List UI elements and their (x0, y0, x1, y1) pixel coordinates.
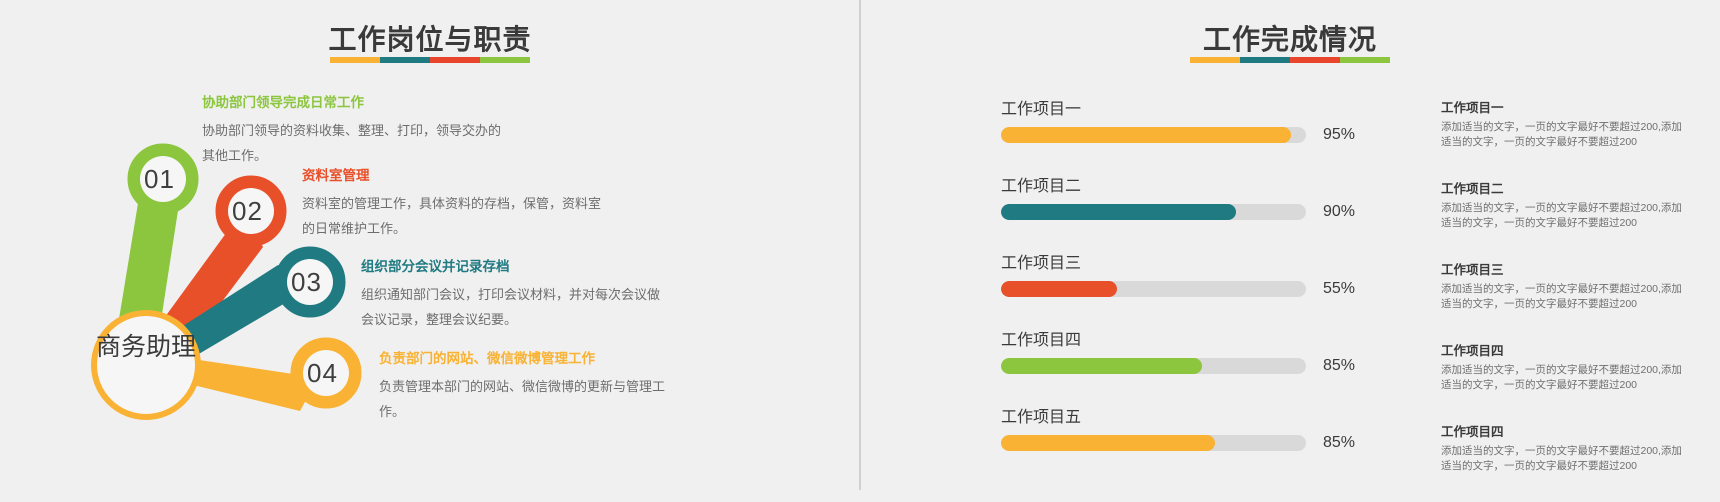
title-bar-seg-2 (380, 57, 430, 63)
description-body: 添加适当的文字，一页的文字最好不要超过200,添加适当的文字，一页的文字最好不要… (1441, 364, 1682, 391)
item-3-body: 组织通知部门会议，打印会议材料，并对每次会议做会议记录，整理会议纪要。 (361, 287, 661, 327)
description-heading: 工作项目四 (1441, 425, 1504, 439)
description-body: 添加适当的文字，一页的文字最好不要超过200,添加适当的文字，一页的文字最好不要… (1441, 445, 1682, 472)
description-heading: 工作项目三 (1441, 263, 1504, 277)
responsibility-item-2: 资料室管理 资料室的管理工作，具体资料的存档，保管，资料室的日常维护工作。 (302, 164, 602, 241)
description-row: 工作项目四 添加适当的文字，一页的文字最好不要超过200,添加适当的文字，一页的… (1441, 340, 1691, 393)
progress-percent: 55% (1323, 280, 1356, 297)
progress-row: 工作项目四 85% (1001, 326, 1381, 375)
left-title-underline (0, 57, 860, 63)
progress-label: 工作项目三 (1001, 255, 1082, 272)
responsibility-item-4: 负责部门的网站、微信微博管理工作 负责管理本部门的网站、微信微博的更新与管理工作… (379, 347, 679, 424)
description-body: 添加适当的文字，一页的文字最好不要超过200,添加适当的文字，一页的文字最好不要… (1441, 283, 1682, 310)
title-bar-seg-1 (330, 57, 380, 63)
responsibility-item-1: 协助部门领导完成日常工作 协助部门领导的资料收集、整理、打印，领导交办的其他工作… (202, 91, 502, 168)
progress-fill (1001, 358, 1203, 374)
progress-label: 工作项目五 (1001, 409, 1082, 426)
description-heading: 工作项目二 (1441, 182, 1504, 196)
description-heading: 工作项目四 (1441, 344, 1504, 358)
progress-percent: 90% (1323, 203, 1356, 220)
progress-bar-list: 工作项目一 95% 工作项目二 90% 工作项目三 (1001, 95, 1381, 480)
title-bar-seg-1 (1190, 57, 1240, 63)
progress-row: 工作项目三 55% (1001, 249, 1381, 298)
node-number-04[interactable]: 04 (307, 358, 338, 388)
node-number-03[interactable]: 03 (291, 267, 322, 297)
description-row: 工作项目三 添加适当的文字，一页的文字最好不要超过200,添加适当的文字，一页的… (1441, 259, 1691, 312)
left-panel-title: 工作岗位与职责 (328, 24, 532, 55)
responsibility-item-3: 组织部分会议并记录存档 组织通知部门会议，打印会议材料，并对每次会议做会议记录，… (361, 255, 661, 332)
title-bar-seg-4 (480, 57, 530, 63)
right-title-underline (860, 57, 1720, 63)
item-4-heading: 负责部门的网站、微信微博管理工作 (379, 351, 595, 366)
progress-label: 工作项目四 (1001, 332, 1082, 349)
center-node-label: 商务助理 (95, 333, 196, 361)
description-row: 工作项目一 添加适当的文字，一页的文字最好不要超过200,添加适当的文字，一页的… (1441, 97, 1691, 150)
right-panel: 工作完成情况 (860, 0, 1720, 490)
progress-percent: 85% (1323, 357, 1356, 374)
title-bar-seg-4 (1340, 57, 1390, 63)
diagram-shapes (91, 143, 362, 420)
progress-label: 工作项目二 (1001, 178, 1082, 195)
progress-label: 工作项目一 (1001, 101, 1082, 118)
description-body: 添加适当的文字，一页的文字最好不要超过200,添加适当的文字，一页的文字最好不要… (1441, 202, 1682, 229)
center-circle (91, 310, 201, 420)
progress-fill (1001, 204, 1236, 220)
panel-divider (859, 0, 861, 490)
progress-fill (1001, 435, 1215, 451)
item-3-heading: 组织部分会议并记录存档 (361, 259, 510, 274)
description-row: 工作项目四 添加适当的文字，一页的文字最好不要超过200,添加适当的文字，一页的… (1441, 421, 1691, 474)
progress-row: 工作项目五 85% (1001, 403, 1381, 452)
progress-fill (1001, 281, 1117, 297)
description-body: 添加适当的文字，一页的文字最好不要超过200,添加适当的文字，一页的文字最好不要… (1441, 121, 1682, 148)
title-bar-seg-3 (1290, 57, 1340, 63)
lobe-01 (118, 143, 199, 327)
progress-track[interactable] (1001, 358, 1306, 374)
progress-percent: 95% (1323, 126, 1356, 143)
progress-fill (1001, 127, 1291, 143)
node-number-01[interactable]: 01 (144, 164, 175, 194)
left-panel: 工作岗位与职责 (0, 0, 860, 490)
responsibility-diagram: 01 02 03 04 商务助理 协助部门领导完成日常工作 协助部门领导的资料收… (0, 75, 860, 490)
item-4-body: 负责管理本部门的网站、微信微博的更新与管理工作。 (379, 379, 666, 419)
title-bar-seg-2 (1240, 57, 1290, 63)
node-number-02[interactable]: 02 (232, 196, 263, 226)
progress-percent: 85% (1323, 434, 1356, 451)
item-1-heading: 协助部门领导完成日常工作 (202, 95, 364, 110)
progress-track[interactable] (1001, 435, 1306, 451)
progress-track[interactable] (1001, 204, 1306, 220)
progress-track[interactable] (1001, 127, 1306, 143)
item-2-body: 资料室的管理工作，具体资料的存档，保管，资料室的日常维护工作。 (302, 196, 602, 236)
description-heading: 工作项目一 (1441, 101, 1504, 115)
progress-track[interactable] (1001, 281, 1306, 297)
right-panel-title: 工作完成情况 (1202, 24, 1377, 55)
title-bar-seg-3 (430, 57, 480, 63)
description-list: 工作项目一 添加适当的文字，一页的文字最好不要超过200,添加适当的文字，一页的… (1441, 97, 1691, 502)
item-2-heading: 资料室管理 (302, 168, 370, 183)
progress-row: 工作项目一 95% (1001, 95, 1381, 144)
progress-row: 工作项目二 90% (1001, 172, 1381, 221)
item-1-body: 协助部门领导的资料收集、整理、打印，领导交办的其他工作。 (202, 123, 502, 163)
slide-container: 工作岗位与职责 (0, 0, 1720, 490)
description-row: 工作项目二 添加适当的文字，一页的文字最好不要超过200,添加适当的文字，一页的… (1441, 178, 1691, 231)
